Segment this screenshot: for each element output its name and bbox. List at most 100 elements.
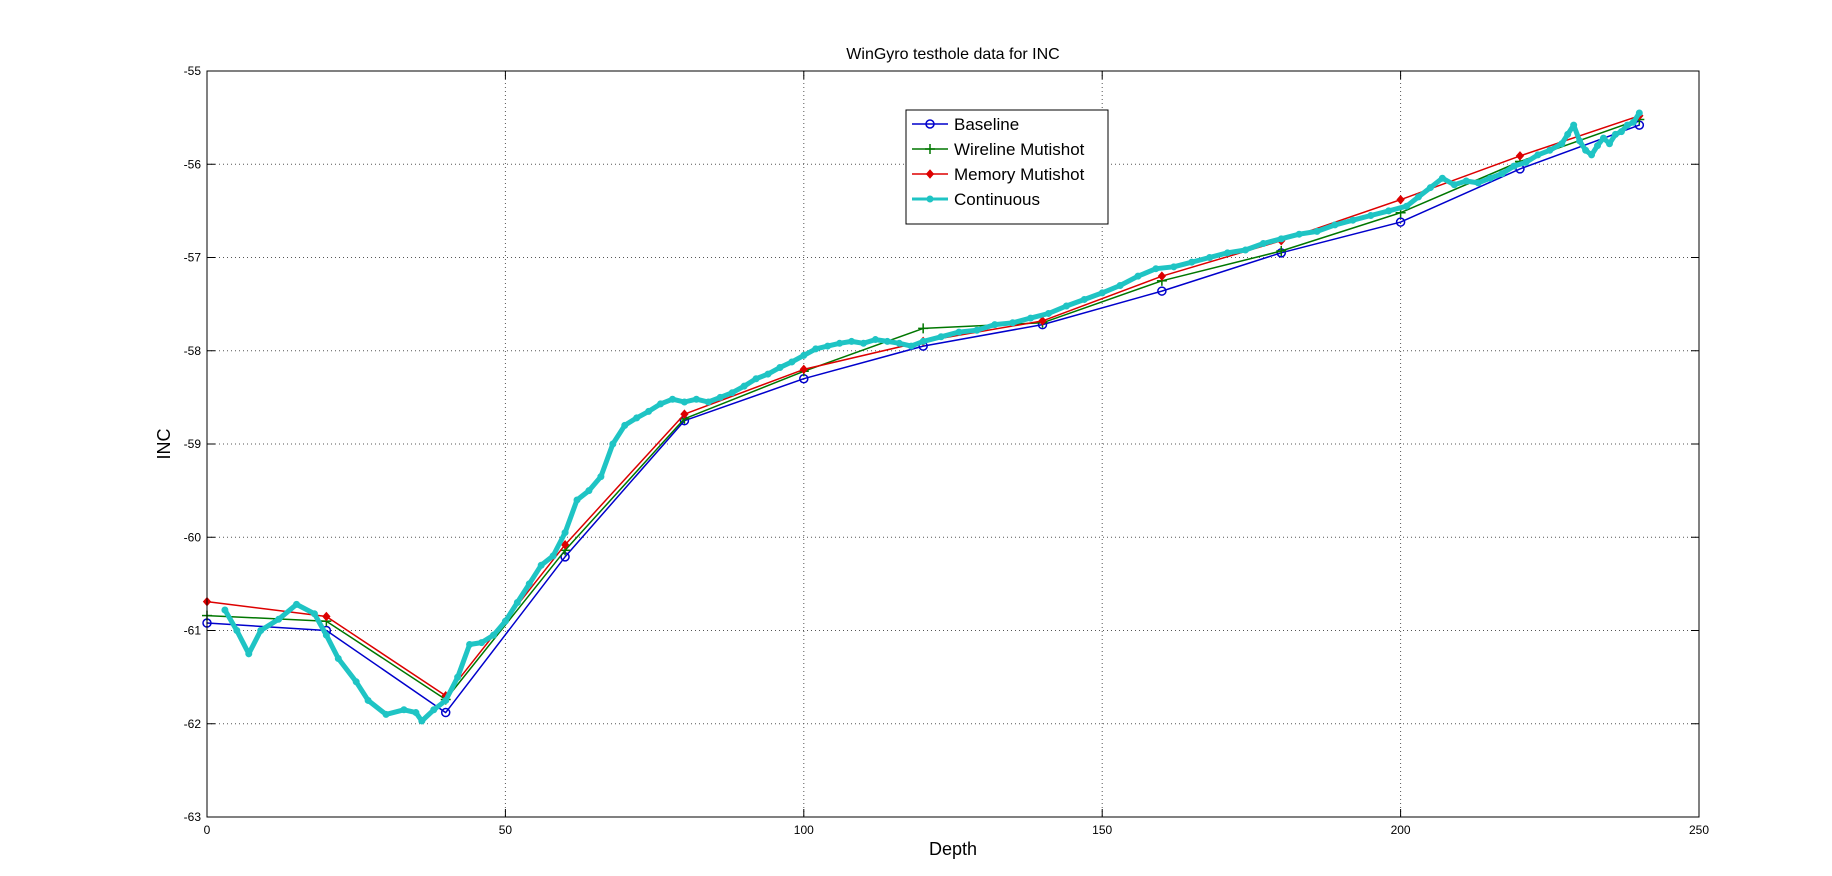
data-point-continuous — [597, 473, 605, 481]
data-point-continuous — [1570, 121, 1578, 129]
y-tick-label: -59 — [184, 437, 202, 451]
data-point-continuous — [1438, 174, 1446, 182]
data-point-continuous — [728, 389, 736, 397]
data-point-memory-mutishot — [1157, 271, 1167, 281]
data-point-continuous — [334, 654, 342, 662]
data-point-memory-mutishot — [799, 364, 808, 375]
data-point-continuous — [466, 640, 474, 648]
data-point-memory-mutishot — [1396, 194, 1405, 205]
x-tick-label: 100 — [794, 823, 814, 837]
data-point-continuous — [704, 398, 712, 406]
data-point-continuous — [848, 337, 856, 345]
y-tick-label: -58 — [184, 344, 202, 358]
data-point-baseline — [1157, 286, 1167, 296]
data-point-continuous — [1367, 212, 1375, 220]
data-point-continuous — [1510, 162, 1518, 170]
x-tick-label: 200 — [1391, 823, 1411, 837]
data-point-continuous — [1080, 295, 1088, 303]
legend-label: Continuous — [954, 190, 1040, 209]
data-point-continuous — [1576, 137, 1584, 145]
data-point-continuous — [1206, 254, 1214, 261]
plot-series — [202, 109, 1645, 725]
data-point-continuous — [937, 333, 945, 341]
data-point-continuous — [1462, 177, 1470, 185]
x-tick-label: 150 — [1092, 823, 1112, 837]
data-point-continuous — [1170, 263, 1178, 271]
data-point-continuous — [400, 706, 408, 714]
data-point-baseline — [1395, 217, 1406, 227]
data-point-continuous — [955, 328, 963, 336]
data-point-continuous — [525, 580, 533, 588]
data-point-continuous — [1403, 202, 1411, 210]
data-point-continuous — [537, 561, 545, 569]
x-tick-label: 50 — [499, 823, 513, 837]
data-point-continuous — [1474, 179, 1482, 187]
data-point-continuous — [1635, 109, 1643, 117]
data-point-continuous — [1426, 184, 1434, 192]
data-point-continuous — [1188, 258, 1196, 266]
data-point-continuous — [907, 342, 915, 350]
x-tick-label: 0 — [204, 823, 211, 837]
data-point-continuous — [740, 382, 748, 390]
data-point-continuous — [1594, 142, 1602, 150]
data-point-continuous — [1331, 221, 1339, 229]
data-point-continuous — [1588, 151, 1596, 159]
data-point-continuous — [716, 393, 724, 401]
data-point-continuous — [895, 339, 903, 347]
data-point-continuous — [1259, 240, 1267, 248]
data-point-continuous — [573, 496, 581, 504]
data-point-continuous — [1534, 151, 1542, 159]
data-point-continuous — [478, 639, 486, 647]
data-point-continuous — [991, 321, 999, 329]
data-point-continuous — [1224, 249, 1232, 257]
data-point-continuous — [442, 696, 450, 704]
data-point-continuous — [1629, 118, 1637, 126]
legend-label: Memory Mutishot — [954, 165, 1085, 184]
data-point-continuous — [454, 673, 462, 681]
x-axis-label: Depth — [929, 839, 977, 859]
data-point-continuous — [1241, 246, 1249, 254]
data-point-memory-mutishot — [322, 611, 331, 622]
data-point-continuous — [1313, 227, 1321, 235]
data-point-continuous — [1582, 146, 1590, 154]
data-point-continuous — [657, 400, 665, 408]
chart-title: WinGyro testhole data for INC — [846, 46, 1059, 63]
data-point-continuous — [245, 650, 253, 658]
y-tick-label: -57 — [184, 251, 202, 265]
legend-entry-baseline: Baseline — [912, 115, 1019, 134]
data-point-continuous — [680, 398, 688, 406]
data-point-continuous — [1617, 128, 1625, 136]
data-point-continuous — [1611, 130, 1619, 138]
legend-marker — [925, 144, 935, 154]
data-point-continuous — [1415, 193, 1423, 201]
y-tick-label: -63 — [184, 810, 202, 824]
data-point-continuous — [883, 337, 891, 345]
legend-marker — [925, 169, 935, 179]
data-point-continuous — [1564, 130, 1572, 138]
legend-entry-wireline-mutishot: Wireline Mutishot — [912, 140, 1085, 159]
data-point-continuous — [609, 440, 617, 448]
data-point-continuous — [1605, 140, 1613, 148]
data-point-continuous — [293, 600, 301, 608]
data-point-continuous — [1546, 146, 1554, 154]
data-point-continuous — [1027, 314, 1035, 322]
data-point-continuous — [430, 706, 438, 714]
data-point-wireline-mutishot — [1276, 245, 1287, 256]
legend-marker — [925, 119, 935, 129]
y-tick-label: -60 — [184, 530, 202, 544]
data-point-continuous — [1009, 319, 1017, 327]
data-point-wireline-mutishot — [918, 323, 929, 334]
data-point-continuous — [1134, 272, 1142, 280]
data-point-continuous — [1295, 230, 1303, 238]
data-point-continuous — [812, 345, 820, 353]
data-point-memory-mutishot — [680, 409, 689, 419]
data-point-continuous — [1062, 302, 1070, 310]
data-point-continuous — [352, 678, 360, 686]
data-point-memory-mutishot — [560, 539, 570, 550]
data-point-continuous — [585, 487, 593, 495]
data-point-continuous — [233, 627, 241, 634]
data-point-continuous — [669, 395, 677, 403]
y-tick-label: -55 — [184, 64, 202, 78]
data-point-continuous — [221, 606, 229, 614]
y-axis-label: INC — [154, 429, 174, 460]
